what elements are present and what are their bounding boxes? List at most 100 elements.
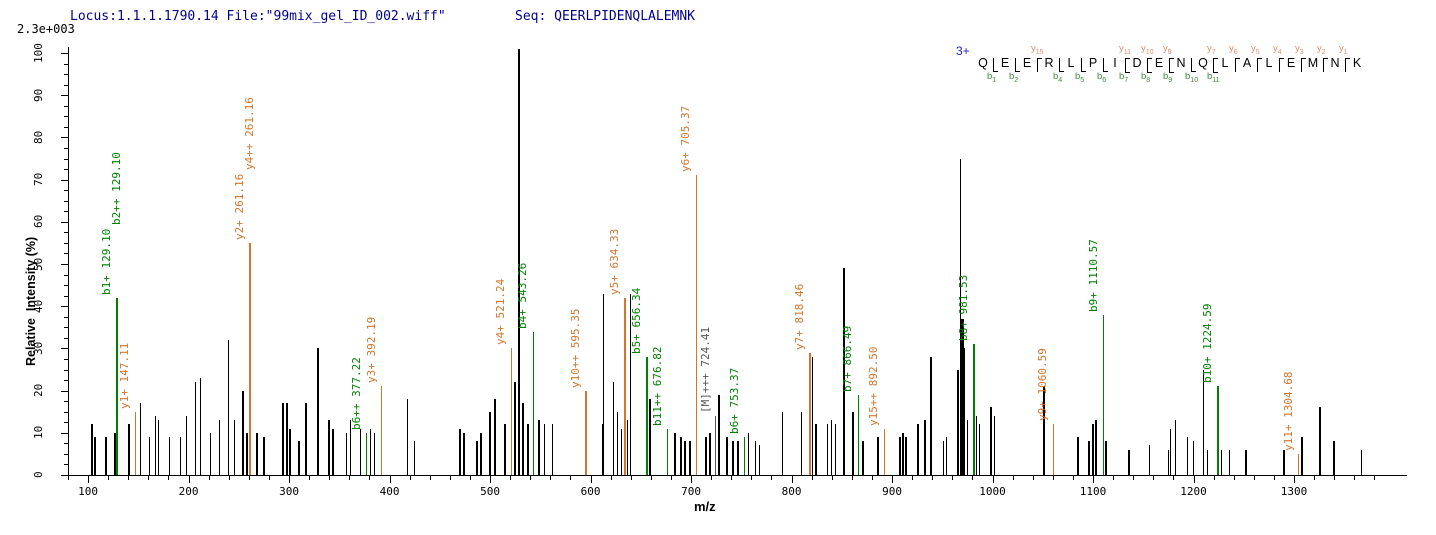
peak	[852, 411, 854, 475]
residue-letter: I	[1113, 56, 1117, 70]
peak	[114, 432, 116, 475]
peak	[1283, 449, 1285, 475]
peak	[286, 403, 288, 475]
peak	[924, 420, 926, 475]
residue-column: I	[1108, 42, 1122, 84]
peak	[1095, 420, 1097, 475]
peak-label: b10+ 1224.59	[1201, 303, 1215, 384]
x-major-tick	[992, 476, 994, 483]
peak	[282, 403, 284, 475]
peak	[1167, 449, 1170, 475]
peak	[902, 432, 904, 475]
x-minor-tick	[1273, 476, 1275, 480]
header-sequence: Seq: QEERLPIDENQLALEMNK	[515, 9, 696, 24]
peak	[105, 437, 107, 475]
peak	[834, 424, 837, 475]
x-minor-tick	[349, 476, 351, 480]
x-major-tick	[490, 476, 491, 483]
peak	[463, 432, 465, 475]
peak	[830, 420, 833, 475]
residue-column: R	[1042, 42, 1056, 84]
y-minor-tick	[64, 63, 68, 65]
x-minor-tick	[530, 476, 532, 480]
fragmentation-boundary: y2	[1317, 42, 1328, 84]
b-ion-label: b5	[1075, 71, 1085, 84]
peak-b-ion	[532, 331, 535, 475]
x-minor-tick	[469, 476, 471, 480]
peak-b-ion	[743, 437, 746, 475]
peak	[1220, 449, 1223, 475]
x-major-tick	[1193, 476, 1195, 483]
cleavage-mark	[1147, 58, 1152, 73]
x-minor-tick	[1153, 476, 1155, 480]
b-ion-label: b6	[1097, 71, 1107, 84]
peak	[373, 432, 376, 475]
fragmentation-boundary: y10 b8	[1141, 42, 1154, 84]
fragmentation-boundary: b10	[1185, 42, 1198, 84]
x-minor-tick	[912, 476, 914, 480]
x-minor-tick	[630, 476, 632, 480]
residue-column: Q	[1196, 42, 1210, 84]
x-major-tick	[88, 476, 89, 483]
x-minor-tick	[1012, 476, 1014, 480]
x-minor-tick	[811, 476, 813, 480]
y-minor-tick	[64, 116, 68, 118]
y-tick-label: 20	[32, 383, 45, 398]
x-axis-line	[68, 475, 1407, 476]
peak	[674, 432, 676, 475]
peak	[349, 420, 352, 475]
y-tick-label: 100	[32, 43, 45, 63]
y-major-tick	[61, 306, 68, 308]
fragmentation-boundary: y3	[1295, 42, 1306, 84]
y-tick-label: 50	[32, 257, 45, 271]
x-minor-tick	[1233, 476, 1235, 480]
residue-letter: M	[1307, 56, 1319, 70]
peak	[317, 348, 319, 475]
y-minor-tick	[64, 453, 68, 455]
cleavage-mark	[1081, 58, 1086, 72]
residue-letter: Q	[1198, 56, 1208, 70]
peak	[649, 399, 651, 475]
cleavage-mark	[1125, 58, 1130, 73]
y-ion-label: y2	[1317, 43, 1326, 56]
y-ion-label: y5	[1251, 43, 1260, 56]
x-minor-tick	[851, 476, 853, 480]
x-minor-tick	[1354, 476, 1356, 480]
x-minor-tick	[1253, 476, 1255, 480]
peak	[1333, 441, 1335, 475]
y-minor-tick	[64, 147, 68, 149]
x-minor-tick	[168, 476, 170, 480]
y-minor-tick	[64, 337, 68, 339]
peak	[689, 441, 691, 475]
peak-label: y2+ 261.16	[232, 173, 246, 240]
fragmentation-boundary: b1	[987, 42, 998, 84]
y-minor-tick	[64, 84, 68, 86]
peak	[1092, 424, 1094, 475]
cleavage-mark	[1235, 58, 1240, 72]
x-minor-tick	[148, 476, 150, 480]
peak-y-ion	[585, 390, 587, 475]
peak	[1105, 441, 1107, 475]
y-minor-tick	[64, 358, 68, 360]
peak-label: [M]+++ 724.41	[698, 326, 712, 413]
peak-y-ion	[134, 411, 137, 475]
peak	[957, 369, 960, 475]
x-minor-tick	[610, 476, 612, 480]
peak	[1043, 386, 1045, 475]
b-ion-label: b2	[1009, 71, 1019, 84]
peak	[877, 437, 879, 475]
y-minor-tick	[64, 232, 68, 234]
y-tick-label: 0	[32, 471, 45, 479]
max-intensity-label: 2.3e+003	[17, 22, 75, 36]
peak	[263, 437, 265, 475]
residue-letter: A	[1242, 56, 1252, 70]
x-minor-tick	[369, 476, 371, 480]
x-tick-label: 1200	[1180, 485, 1207, 498]
cleavage-mark	[1323, 58, 1328, 72]
peak	[959, 158, 962, 475]
peak	[154, 415, 157, 475]
peak-label: b4+ 543.26	[516, 262, 530, 329]
x-major-tick	[389, 476, 391, 483]
peak	[543, 424, 546, 475]
residue-column: M	[1306, 42, 1320, 84]
